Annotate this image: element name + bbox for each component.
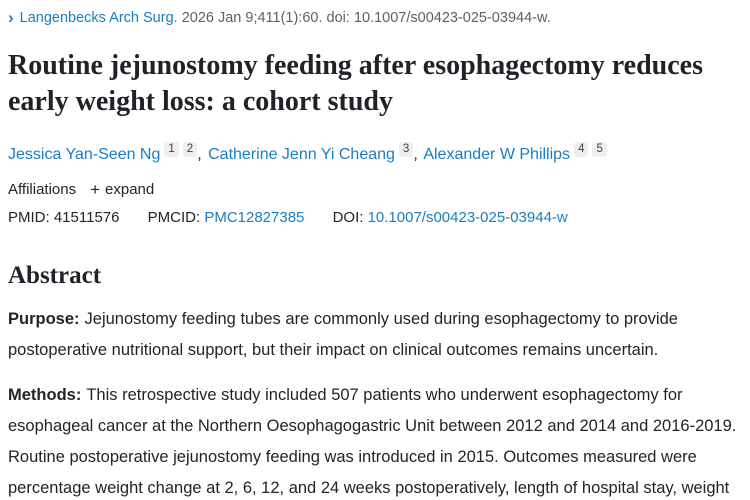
affiliation-sup[interactable]: 2 (182, 141, 198, 157)
abstract-paragraph-purpose: Purpose: Jejunostomy feeding tubes are co… (8, 304, 740, 366)
affiliation-sup[interactable]: 1 (164, 141, 179, 157)
methods-text: This retrospective study included 507 pa… (8, 385, 737, 497)
journal-citation: › Langenbecks Arch Surg. 2026 Jan 9;411(… (8, 8, 740, 26)
pmid-label: PMID: (8, 208, 50, 226)
pmcid-label: PMCID: (147, 208, 201, 226)
expand-affiliations-button[interactable]: + expand (90, 181, 154, 198)
abstract-heading: Abstract (8, 261, 102, 289)
author-list: Jessica Yan-Seen Ng 1 2, Catherine Jenn Yi… (8, 141, 740, 164)
abstract-paragraph-methods: Methods: This retrospective study include… (8, 380, 740, 500)
author-separator: , (197, 145, 202, 163)
affiliations-row: Affiliations + expand (8, 181, 740, 198)
expand-label: expand (105, 180, 155, 198)
author-link[interactable]: Jessica Yan-Seen Ng (8, 145, 161, 163)
author: Catherine Jenn Yi Cheang 3 (208, 141, 414, 163)
affiliation-sup[interactable]: 4 (574, 141, 589, 157)
identifiers-row: PMID: 41511576 PMCID: PMC12827385 DOI: 1… (8, 209, 740, 226)
doi-link[interactable]: 10.1007/s00423-025-03944-w (367, 208, 568, 226)
author-link[interactable]: Alexander W Phillips (423, 145, 571, 163)
plus-icon: + (90, 179, 101, 199)
affiliation-sup[interactable]: 5 (592, 141, 607, 157)
doi-group: DOI: 10.1007/s00423-025-03944-w (333, 209, 568, 226)
pmid-value: 41511576 (53, 208, 120, 226)
methods-label: Methods: (8, 385, 82, 404)
pmcid-group: PMCID: PMC12827385 (148, 209, 305, 226)
affiliations-label: Affiliations (8, 180, 77, 198)
citation-details: 2026 Jan 9;411(1):60. doi: 10.1007/s0042… (181, 10, 551, 26)
pmcid-link[interactable]: PMC12827385 (204, 208, 305, 226)
chevron-right-icon[interactable]: › (8, 8, 14, 27)
doi-label: DOI: (332, 208, 364, 226)
journal-link[interactable]: Langenbecks Arch Surg. (19, 10, 178, 26)
article-title: Routine jejunostomy feeding after esopha… (8, 50, 703, 117)
pmid-group: PMID: 41511576 (8, 209, 119, 226)
purpose-text: Jejunostomy feeding tubes are commonly u… (8, 309, 678, 359)
author-separator: , (413, 145, 418, 163)
author: Alexander W Phillips 4 5 (423, 141, 607, 163)
author-link[interactable]: Catherine Jenn Yi Cheang (208, 145, 395, 163)
author: Jessica Yan-Seen Ng 1 2 (8, 141, 198, 163)
purpose-label: Purpose: (8, 309, 80, 328)
affiliation-sup[interactable]: 3 (398, 141, 414, 157)
